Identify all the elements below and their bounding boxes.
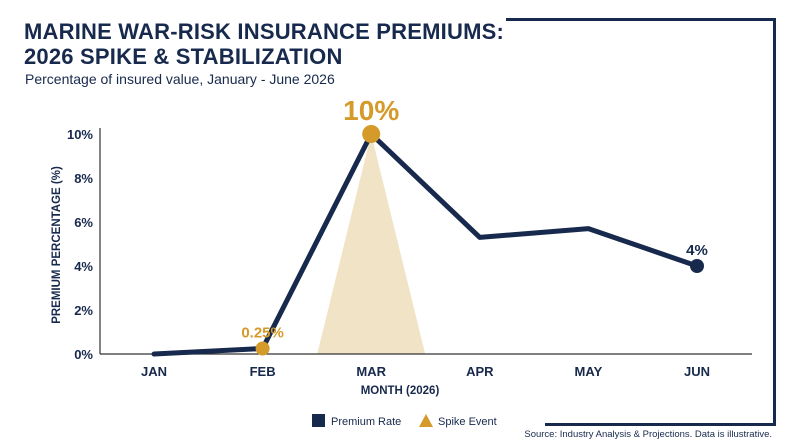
chart-subtitle: Percentage of insured value, January - J… (25, 71, 335, 87)
chart-title-line-1: MARINE WAR-RISK INSURANCE PREMIUMS: (24, 19, 504, 44)
labels-layer: 0.25% 10% 4% (241, 95, 708, 342)
y-tick-label: 0% (74, 347, 93, 362)
y-tick-label: 8% (74, 171, 93, 186)
frame-bottom-border (545, 423, 776, 426)
y-tick-label: 4% (74, 259, 93, 274)
source-note: Source: Industry Analysis & Projections.… (524, 429, 772, 440)
legend-marker-premium-rate (312, 414, 325, 427)
data-label-feb: 0.25% (241, 325, 284, 342)
x-tick-label: MAY (575, 364, 603, 379)
legend-marker-spike-event (419, 414, 433, 427)
x-tick-label: JUN (684, 364, 710, 379)
frame-top-border (506, 18, 776, 21)
series-line-premium-rate (151, 131, 700, 357)
y-tick-label: 10% (67, 127, 93, 142)
data-label-mar: 10% (343, 95, 399, 126)
x-tick-label: MAR (356, 364, 386, 379)
data-point-mar (362, 125, 381, 143)
y-tick-label: 2% (74, 303, 93, 318)
legend-label-spike-event: Spike Event (438, 416, 497, 428)
legend-label-premium-rate: Premium Rate (331, 416, 401, 428)
axes-layer (99, 128, 752, 355)
spike-layer (317, 134, 426, 354)
x-tick-label: FEB (250, 364, 276, 379)
y-tick-label: 6% (74, 215, 93, 230)
legend: Premium Rate Spike Event (312, 414, 497, 428)
spike-event-triangle (317, 134, 426, 354)
frame-right-border (773, 18, 776, 426)
ticks-layer: 0% 2% 4% 6% 8% 10% JAN FEB MAR APR MAY JUN (67, 127, 710, 379)
chart-title: MARINE WAR-RISK INSURANCE PREMIUMS: 2026… (24, 19, 504, 69)
x-axis-title: MONTH (2026) (361, 385, 440, 397)
data-label-jun: 4% (686, 242, 708, 259)
x-tick-label: JAN (141, 364, 167, 379)
x-tick-label: APR (466, 364, 494, 379)
data-point-feb (255, 341, 270, 356)
y-axis-title: PREMIUM PERCENTAGE (%) (51, 166, 63, 324)
chart-title-line-2: 2026 SPIKE & STABILIZATION (24, 44, 343, 69)
data-point-jun (690, 259, 704, 273)
series-layer (151, 125, 704, 357)
